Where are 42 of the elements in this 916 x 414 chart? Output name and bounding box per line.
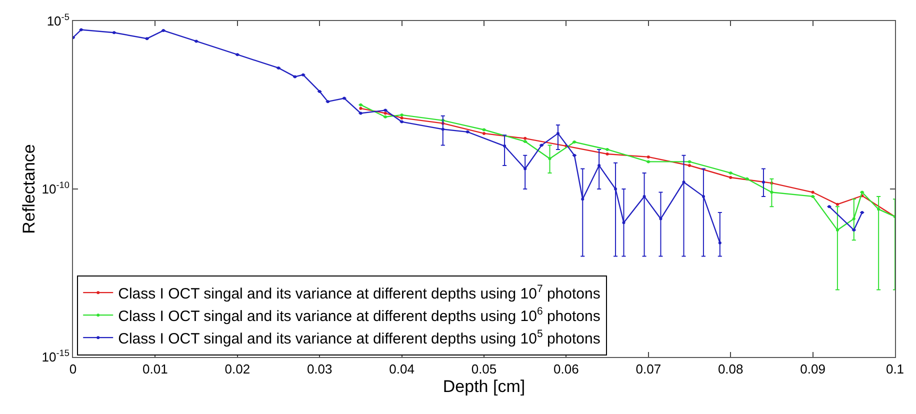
point xyxy=(682,180,686,184)
x-tick-label: 0.09 xyxy=(800,362,826,377)
x-tick-label: 0 xyxy=(69,362,77,377)
point xyxy=(877,208,880,211)
x-tick-label: 0.01 xyxy=(142,362,168,377)
point xyxy=(836,202,839,206)
y-tick-label: 10$^{-10}$ xyxy=(42,180,70,197)
point xyxy=(659,217,662,220)
point xyxy=(606,152,609,156)
x-tick-label: 0.03 xyxy=(306,362,332,377)
x-tick-label: 0.06 xyxy=(554,362,579,377)
x-tick-label: 0.04 xyxy=(389,362,414,377)
point xyxy=(524,136,527,140)
legend-label: Class I OCT singal and its variance at different depths using 10$^{6}$ photons xyxy=(118,306,600,325)
point xyxy=(646,155,650,158)
point xyxy=(598,164,601,168)
x-axis-title: Depth [cm] xyxy=(442,377,526,396)
point xyxy=(581,198,584,201)
x-tick-label: 0.02 xyxy=(224,362,250,377)
point xyxy=(400,116,404,120)
point xyxy=(359,106,362,110)
point xyxy=(770,190,774,194)
x-tick-label: 0.07 xyxy=(636,362,662,377)
point xyxy=(384,112,387,115)
point xyxy=(718,241,722,244)
point xyxy=(642,194,646,198)
point xyxy=(852,217,856,220)
x-tick-label: 0.05 xyxy=(471,362,497,377)
point xyxy=(811,190,814,194)
point xyxy=(622,221,626,224)
x-tick-label: 0.08 xyxy=(718,362,744,377)
y-tick-label: 10$^{-5}$ xyxy=(46,12,70,29)
y-tick-label: 10$^{-15}$ xyxy=(42,348,70,365)
point xyxy=(524,167,527,170)
legend-label: Class I OCT singal and its variance at different depths using 10$^{7}$ photons xyxy=(118,283,600,302)
point xyxy=(503,144,506,148)
point xyxy=(548,157,552,160)
point xyxy=(482,132,486,135)
point xyxy=(441,128,444,131)
y-axis-title: Reflectance xyxy=(19,144,38,234)
x-tick-label: 0.1 xyxy=(886,362,904,377)
legend-label: Class I OCT singal and its variance at different depths using 10$^{5}$ photons xyxy=(118,328,600,348)
